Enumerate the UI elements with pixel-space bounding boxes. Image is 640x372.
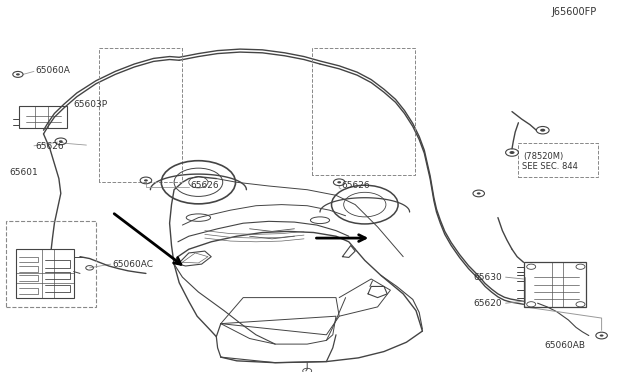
Text: 65601: 65601: [10, 169, 38, 177]
Text: 65060AB: 65060AB: [544, 341, 585, 350]
Text: 65603P: 65603P: [74, 100, 108, 109]
Circle shape: [600, 334, 604, 337]
Text: SEE SEC. 844: SEE SEC. 844: [522, 162, 577, 171]
Circle shape: [59, 140, 63, 142]
Bar: [6, 221, 96, 307]
Text: J65600FP: J65600FP: [552, 7, 597, 17]
Text: 65060AC: 65060AC: [112, 260, 153, 269]
Text: 65626: 65626: [341, 182, 370, 190]
Circle shape: [16, 73, 20, 76]
Circle shape: [144, 179, 148, 182]
Text: 65620: 65620: [474, 299, 502, 308]
Bar: [518, 143, 598, 177]
Circle shape: [540, 129, 545, 132]
Circle shape: [509, 151, 515, 154]
Text: (78520M): (78520M): [524, 152, 564, 161]
Text: 65630: 65630: [474, 273, 502, 282]
Text: 65060A: 65060A: [35, 66, 70, 75]
Text: 65626: 65626: [190, 182, 219, 190]
Bar: [524, 262, 586, 307]
Bar: [16, 249, 74, 298]
Circle shape: [477, 192, 481, 195]
Bar: [19, 106, 67, 128]
Text: 65626: 65626: [35, 142, 64, 151]
Circle shape: [337, 181, 341, 183]
